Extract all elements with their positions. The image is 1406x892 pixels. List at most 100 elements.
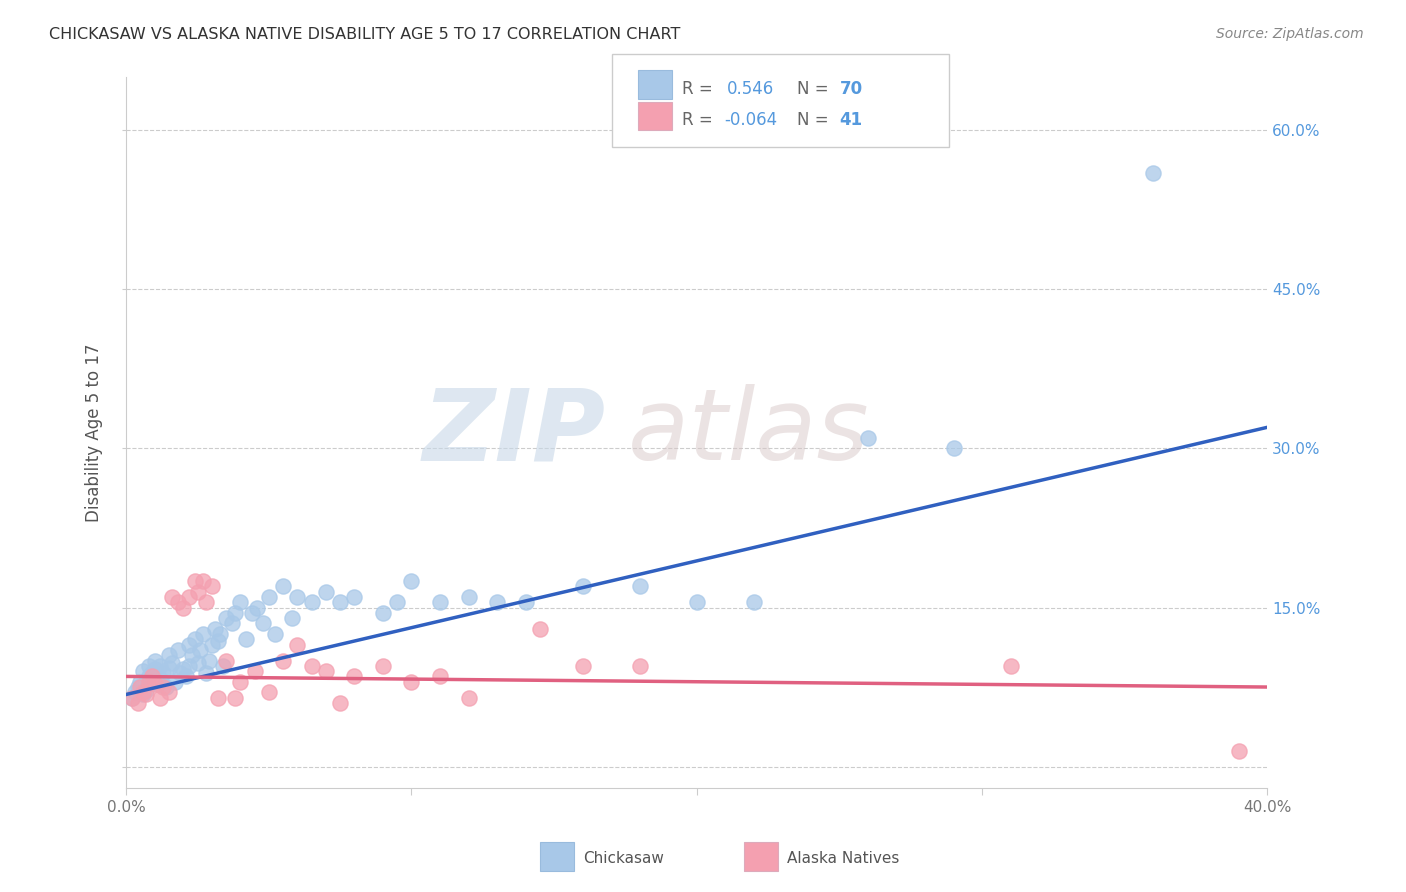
Point [686,595,709,609]
Point [571,658,593,673]
Point [157,661,180,675]
Point [157,648,180,663]
Point [1142,166,1164,180]
Text: 41: 41 [839,112,862,129]
Point [224,606,246,620]
Point [138,658,160,673]
Point [343,590,366,604]
Point [401,674,423,689]
Point [209,627,232,641]
Point [371,606,394,620]
Point [486,595,509,609]
Point [287,590,309,604]
Point [215,654,238,668]
Point [280,611,302,625]
Point [135,683,157,698]
Point [201,638,224,652]
Point [224,690,246,705]
Point [166,643,188,657]
Point [529,622,551,636]
Point [172,600,194,615]
Point [315,664,337,678]
Point [172,662,194,676]
Text: Chickasaw: Chickasaw [583,851,665,865]
Point [212,658,235,673]
Point [1000,658,1022,673]
Point [146,677,169,691]
Point [257,685,280,699]
Point [180,648,202,663]
Point [329,595,352,609]
Point [127,680,149,694]
Point [157,685,180,699]
Point [155,680,177,694]
Point [190,643,212,657]
Point [160,590,183,604]
Point [742,595,765,609]
Point [240,606,263,620]
Point [457,590,479,604]
Text: R =: R = [682,112,713,129]
Point [198,654,221,668]
Text: 70: 70 [839,80,862,98]
Point [942,442,965,456]
Point [195,595,218,609]
Point [429,669,451,683]
Text: 0.546: 0.546 [727,80,775,98]
Point [166,595,188,609]
Point [387,595,409,609]
Point [301,595,323,609]
Point [169,666,191,681]
Point [183,632,205,647]
Point [138,669,160,683]
Point [129,680,152,694]
Point [207,690,229,705]
Point [628,579,651,593]
Point [301,658,323,673]
Point [152,666,174,681]
Point [132,685,155,699]
Text: CHICKASAW VS ALASKA NATIVE DISABILITY AGE 5 TO 17 CORRELATION CHART: CHICKASAW VS ALASKA NATIVE DISABILITY AG… [49,27,681,42]
Text: Alaska Natives: Alaska Natives [787,851,900,865]
Point [246,600,269,615]
Point [124,685,146,699]
Point [856,431,879,445]
Text: N =: N = [797,80,828,98]
Point [193,627,215,641]
Point [221,616,243,631]
Text: ZIP: ZIP [422,384,606,481]
Point [271,579,294,593]
Point [186,584,208,599]
Point [163,674,186,689]
Point [215,611,238,625]
Point [160,656,183,670]
Point [135,688,157,702]
Point [1227,744,1250,758]
Point [571,579,593,593]
Point [229,595,252,609]
Point [195,666,218,681]
Point [207,634,229,648]
Point [177,638,200,652]
Point [628,658,651,673]
Point [201,579,224,593]
Text: R =: R = [682,80,713,98]
Point [271,654,294,668]
Point [141,666,163,681]
Text: Source: ZipAtlas.com: Source: ZipAtlas.com [1216,27,1364,41]
Text: atlas: atlas [628,384,870,481]
Point [371,658,394,673]
Point [263,627,285,641]
Point [121,690,143,705]
Point [121,690,143,705]
Point [287,638,309,652]
Point [141,669,163,683]
Point [149,690,172,705]
Point [143,662,166,676]
Point [149,658,172,673]
Text: -0.064: -0.064 [724,112,778,129]
Point [149,672,172,686]
Point [138,674,160,689]
Point [329,696,352,710]
Point [193,574,215,588]
